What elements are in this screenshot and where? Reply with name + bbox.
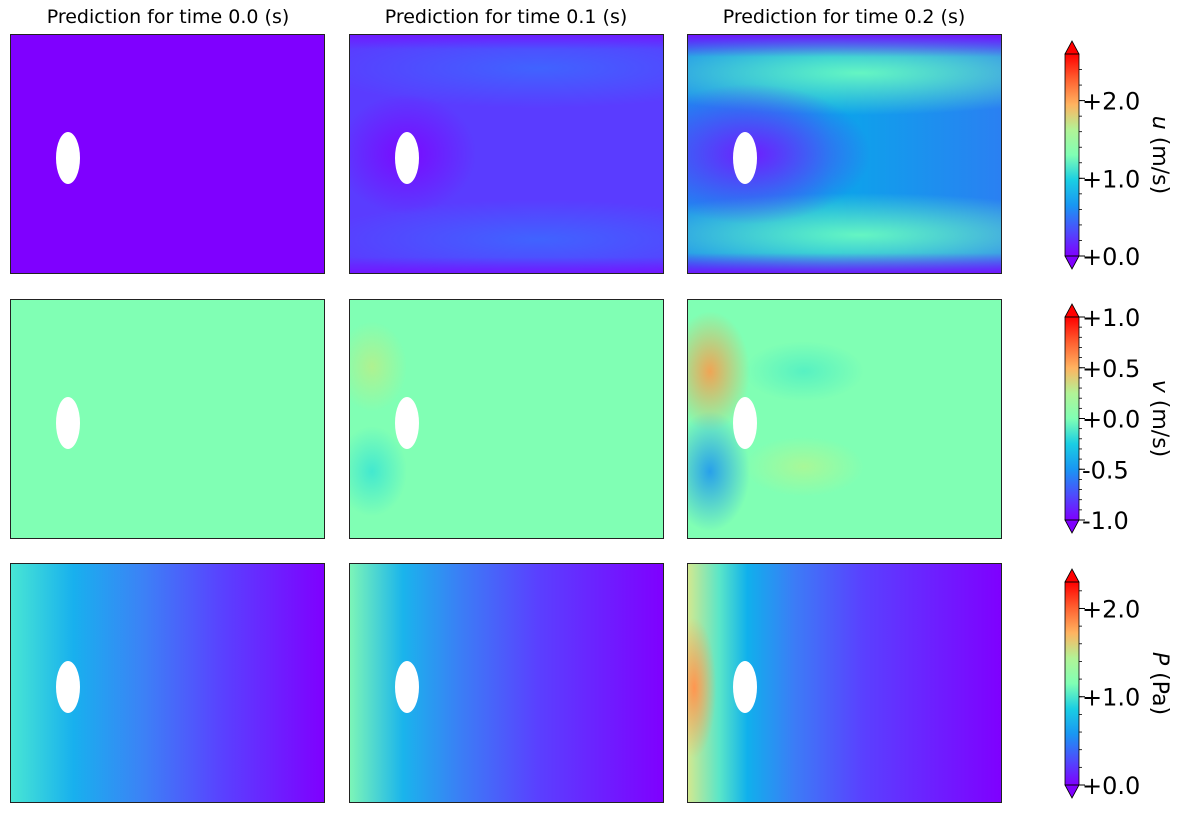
- heatmap-u-t1: [349, 34, 664, 274]
- heatmap-v-t1: [349, 299, 664, 539]
- colorbar-tick-label: -0.5: [1082, 456, 1129, 484]
- colorbar-tick-label: +1.0: [1082, 684, 1140, 712]
- colorbar-tick-label: +1.0: [1082, 165, 1140, 193]
- colorbar-label: u (m/s): [1147, 116, 1172, 194]
- colorbar-extend-min: [1064, 784, 1080, 799]
- colorbar-extend-max: [1064, 568, 1080, 583]
- colorbars: +0.0 +1.0 +2.0 u (m/s) -1.0 -0.5 +0.0 +0.5 +1.0…: [1064, 40, 1172, 800]
- colorbar-tick-label: -1.0: [1082, 507, 1129, 535]
- obstacle-shape: [56, 661, 80, 713]
- column-title-t0: Prediction for time 0.0 (s): [46, 6, 290, 28]
- colorbar-gradient: [1065, 582, 1079, 785]
- obstacle-shape: [733, 397, 757, 449]
- colorbar-p: +0.0 +1.0 +2.0 P (Pa): [1064, 568, 1172, 800]
- colorbar-tick-label: +1.0: [1082, 304, 1140, 332]
- heatmap-p-t2: [687, 563, 1002, 803]
- obstacle-shape: [395, 661, 419, 713]
- colorbar-extend-max: [1064, 303, 1080, 318]
- obstacle-shape: [733, 132, 757, 184]
- heatmap-v-t0: [10, 299, 325, 539]
- colorbar-extend-min: [1064, 255, 1080, 270]
- colorbar-tick-label: +2.0: [1082, 595, 1140, 623]
- colorbar-tick-label: +2.0: [1082, 88, 1140, 116]
- colorbar-extend-max: [1064, 40, 1080, 55]
- column-title-t2: Prediction for time 0.2 (s): [722, 6, 966, 28]
- obstacle-shape: [56, 132, 80, 184]
- heatmap-p-t1: [349, 563, 664, 803]
- heatmap-u-t0: [10, 34, 325, 274]
- colorbar-u: +0.0 +1.0 +2.0 u (m/s): [1064, 40, 1172, 271]
- obstacle-shape: [395, 132, 419, 184]
- obstacle-shape: [733, 661, 757, 713]
- colorbar-frame: [1064, 581, 1080, 786]
- heatmap-p-t0: [10, 563, 325, 803]
- colorbar-tick-label: +0.0: [1082, 772, 1140, 800]
- colorbar-label: P (Pa): [1147, 652, 1172, 715]
- colorbar-gradient: [1065, 317, 1079, 520]
- obstacle-shape: [395, 397, 419, 449]
- colorbar-label: v (m/s): [1147, 380, 1172, 458]
- colorbar-gradient: [1065, 54, 1079, 256]
- heatmap-v-t2: [687, 299, 1002, 539]
- colorbar-tick-label: +0.0: [1082, 406, 1140, 434]
- colorbar-tick-label: +0.0: [1082, 243, 1140, 271]
- obstacle-shape: [56, 397, 80, 449]
- colorbar-extend-min: [1064, 519, 1080, 534]
- colorbar-frame: [1064, 53, 1080, 257]
- heatmap-u-t2: [687, 34, 1002, 274]
- colorbar-v: -1.0 -0.5 +0.0 +0.5 +1.0 v (m/s): [1064, 303, 1172, 535]
- colorbar-tick-label: +0.5: [1082, 355, 1140, 383]
- column-title-t1: Prediction for time 0.1 (s): [384, 6, 628, 28]
